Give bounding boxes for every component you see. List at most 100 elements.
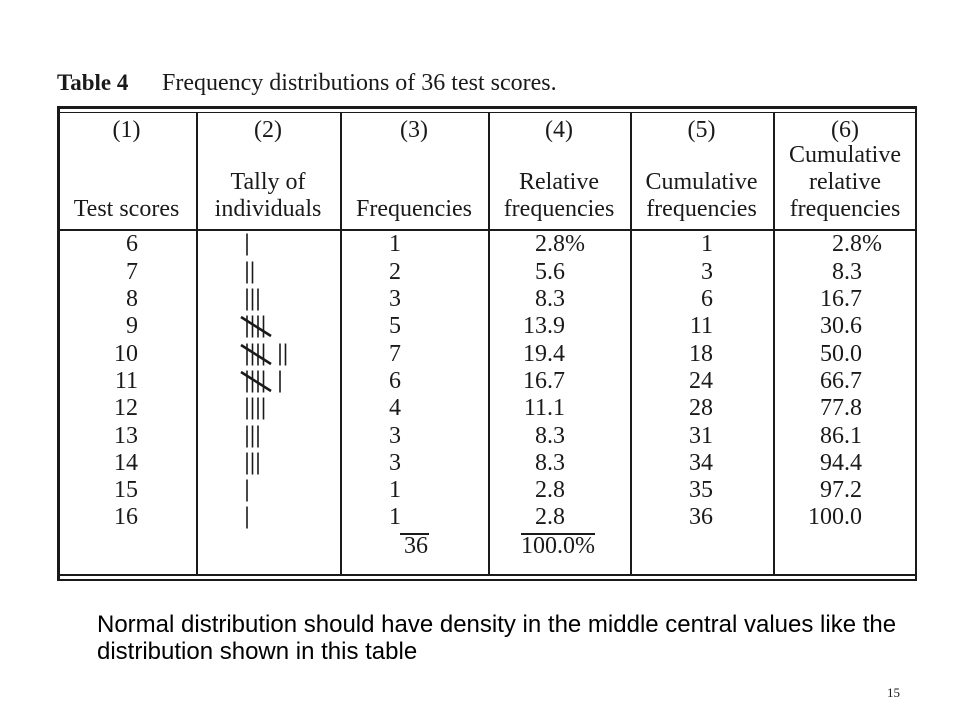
column-header: (1) Test scores [57, 117, 196, 224]
slide-caption: Normal distribution should have density … [97, 611, 897, 665]
test-score-cell: 12 [114, 395, 138, 422]
table-row: 10 7 19.4 18 50.0 [0, 341, 960, 368]
cumulative-frequency-cell: 35 [689, 477, 713, 504]
tally-cell [246, 233, 248, 256]
column-heading-line: Cumulative [789, 142, 901, 169]
tally-strike [240, 343, 272, 365]
tally-cell [246, 261, 254, 284]
table-title: Frequency distributions of 36 test score… [162, 70, 557, 96]
page-number: 15 [887, 685, 900, 700]
column-heading: Relative frequencies [488, 142, 630, 223]
column-number: (1) [112, 117, 141, 143]
table-row: 9 5 13.9 11 30.6 [0, 313, 960, 340]
cumulative-relative-frequency-cell: 8.3 [832, 258, 862, 285]
cumulative-frequency-cell: 34 [689, 449, 713, 476]
column-heading-line: Cumulative [645, 169, 758, 196]
frequency-cell: 3 [389, 422, 401, 449]
table-row: 11 6 16.7 24 66.7 [0, 368, 960, 395]
relative-frequency-cell: 2.8 [535, 504, 565, 531]
column-number: (4) [545, 117, 573, 143]
column-header: (6) Cumulative relative frequencies [773, 117, 917, 224]
column-heading-line: Relative [519, 169, 599, 196]
tally-cell [240, 370, 281, 393]
cumulative-frequency-cell: 3 [701, 258, 713, 285]
frequency-table: (1) Test scores (2) Tally of individuals (3) F… [0, 106, 960, 581]
tally-cell [246, 506, 248, 529]
test-score-cell: 6 [126, 231, 138, 258]
column-number: (2) [254, 117, 282, 143]
column-heading-line: individuals [214, 196, 322, 223]
cumulative-relative-frequency-cell: 50.0 [820, 340, 862, 367]
table-number: Table 4 [57, 70, 129, 95]
total-overline [521, 533, 595, 535]
column-divider [488, 113, 490, 574]
test-score-cell: 11 [114, 367, 138, 394]
column-heading-line: Frequencies [356, 196, 472, 223]
tally-strike [240, 370, 272, 392]
table-row: 12 4 11.1 28 77.8 [0, 395, 960, 422]
relative-frequency-cell: 2.8 [535, 477, 565, 504]
column-divider [340, 113, 342, 574]
tally-cell [246, 397, 265, 420]
column-heading-line: relative [809, 169, 881, 196]
relative-frequency-cell: 16.7 [523, 367, 565, 394]
cumulative-relative-frequency-cell: 30.6 [820, 313, 862, 340]
test-score-cell: 9 [126, 313, 138, 340]
relative-frequency-cell: 11.1 [523, 395, 565, 422]
test-score-cell: 15 [114, 477, 138, 504]
cumulative-frequency-cell: 1 [701, 231, 713, 258]
column-heading-line: frequencies [503, 196, 615, 223]
column-header: (2) Tally of individuals [196, 117, 340, 224]
relative-frequency-cell: 2.8% [535, 231, 585, 258]
table-top-rule [57, 106, 917, 109]
column-header: (5) Cumulative frequencies [630, 117, 773, 224]
table-row: 6 1 2.8% 1 2.8% [0, 231, 960, 258]
cumulative-frequency-cell: 28 [689, 395, 713, 422]
column-number: (5) [687, 117, 716, 143]
cumulative-frequency-cell: 31 [689, 422, 713, 449]
tally-cell [240, 315, 272, 338]
cumulative-frequency-cell: 24 [689, 367, 713, 394]
column-divider [773, 113, 775, 574]
relative-frequency-cell: 5.6 [535, 258, 565, 285]
cumulative-relative-frequency-cell: 66.7 [820, 367, 862, 394]
totals-row: 36 100.0% [0, 533, 960, 560]
header-rule [57, 229, 917, 231]
cumulative-relative-frequency-cell: 94.4 [820, 449, 862, 476]
table-row: 13 3 8.3 31 86.1 [0, 423, 960, 450]
tally-strike [240, 316, 272, 338]
column-header: (3) Frequencies [340, 117, 488, 224]
column-divider [196, 113, 198, 574]
table-right-border [915, 106, 917, 581]
cumulative-frequency-cell: 36 [689, 504, 713, 531]
column-header: (4) Relative frequencies [488, 117, 630, 224]
cumulative-frequency-cell: 6 [701, 286, 713, 312]
column-heading: Frequencies [340, 142, 488, 223]
cumulative-frequency-cell: 11 [689, 313, 713, 340]
test-score-cell: 8 [126, 286, 138, 312]
table-row: 7 2 5.6 3 8.3 [0, 259, 960, 286]
frequency-total-cell: 36 [404, 533, 428, 559]
test-score-cell: 7 [126, 258, 138, 285]
table-row: 8 3 8.3 6 16.7 [0, 286, 960, 313]
column-heading-line: Test scores [73, 196, 180, 223]
column-heading: Cumulative frequencies [630, 142, 773, 223]
table-row: 15 1 2.8 35 97.2 [0, 477, 960, 504]
frequency-cell: 3 [389, 286, 401, 312]
tally-cell [246, 288, 259, 311]
frequency-cell: 3 [389, 449, 401, 476]
test-score-cell: 10 [114, 340, 138, 367]
column-heading: Test scores [57, 142, 196, 223]
column-heading-line: frequencies [646, 196, 757, 223]
frequency-cell: 7 [389, 340, 401, 367]
relative-frequency-cell: 8.3 [535, 449, 565, 476]
frequency-cell: 1 [389, 477, 401, 504]
frequency-cell: 1 [389, 504, 401, 531]
relative-frequency-cell: 19.4 [523, 340, 565, 367]
relative-frequency-cell: 13.9 [523, 313, 565, 340]
test-score-cell: 13 [114, 422, 138, 449]
column-heading-line: Tally of [230, 169, 306, 196]
relative-frequency-cell: 8.3 [535, 286, 565, 312]
table-bottom-inner-rule [57, 574, 917, 576]
